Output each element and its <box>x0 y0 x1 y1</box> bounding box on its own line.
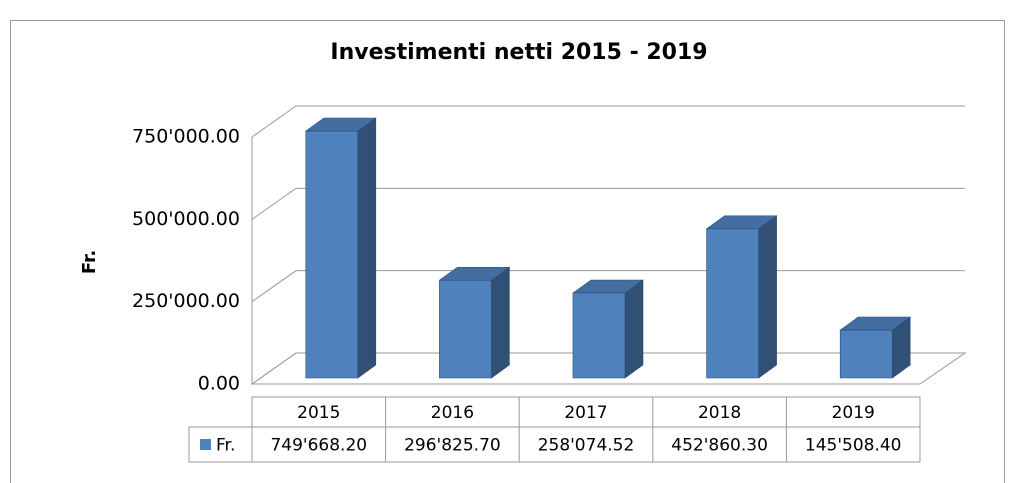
grid-line <box>251 187 965 220</box>
table-value: 452'860.30 <box>671 436 768 456</box>
x-tick-label: 2016 <box>431 403 474 423</box>
chart-border <box>10 20 1005 483</box>
legend-swatch <box>200 439 211 450</box>
bar-front <box>839 329 893 379</box>
bar <box>438 266 511 379</box>
bar-front <box>572 292 626 379</box>
x-tick-label: 2015 <box>297 403 340 423</box>
bar <box>705 215 778 379</box>
bar-side <box>758 215 777 379</box>
bar-side <box>357 117 377 379</box>
table-value: 145'508.40 <box>805 436 902 456</box>
x-tick-label: 2019 <box>832 403 875 423</box>
x-tick-label: 2017 <box>564 403 607 423</box>
grid-line <box>251 105 965 138</box>
y-tick-label: 250'000.00 <box>132 290 240 312</box>
y-axis-title: Fr. <box>79 250 100 274</box>
table-row-border <box>188 426 921 463</box>
bar-front <box>439 279 492 379</box>
table-value: 296'825.70 <box>404 436 501 456</box>
x-tick-label: 2018 <box>698 403 741 423</box>
bar-front <box>706 228 759 379</box>
legend-label: Fr. <box>216 436 235 456</box>
bar <box>839 316 912 379</box>
bar-front <box>305 130 359 379</box>
y-tick-label: 500'000.00 <box>132 208 240 230</box>
y-tick-label: 0.00 <box>198 373 240 395</box>
chart-title: Investimenti netti 2015 - 2019 <box>330 40 707 65</box>
table-value: 749'668.20 <box>270 436 367 456</box>
bar <box>572 279 644 379</box>
bar <box>304 117 377 379</box>
bar-side <box>624 279 644 379</box>
y-tick-label: 750'000.00 <box>132 126 240 148</box>
bar-side <box>491 266 510 379</box>
table-value: 258'074.52 <box>538 436 635 456</box>
